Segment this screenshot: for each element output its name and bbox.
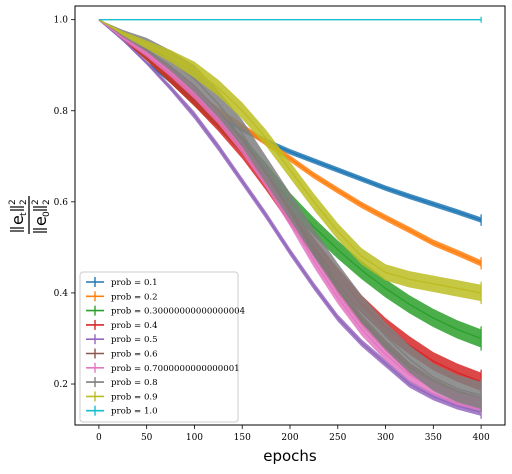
legend-item: prob = 0.4: [86, 319, 158, 331]
legend-item: prob = 0.5: [86, 334, 158, 345]
y-tick-label: 0.2: [54, 380, 68, 390]
x-tick-label: 400: [473, 433, 490, 443]
x-axis-label: epochs: [263, 447, 317, 465]
series-line: [98, 19, 482, 413]
legend-item: prob = 0.7000000000000001: [86, 362, 240, 374]
x-tick-label: 100: [186, 433, 203, 443]
series-band: [98, 19, 482, 410]
legend-item: prob = 1.0: [86, 405, 158, 417]
x-tick-label: 0: [96, 433, 102, 443]
legend-item: prob = 0.9: [86, 391, 158, 402]
x-tick-label: 300: [377, 433, 394, 443]
x-tick-label: 50: [141, 433, 153, 443]
x-tick-label: 350: [425, 433, 442, 443]
ylabel-num-sup: 2: [8, 199, 18, 205]
ylabel-den-base: e: [31, 216, 50, 226]
ylabel-den-sup: 2: [31, 199, 41, 205]
legend-label: prob = 0.4: [111, 321, 158, 331]
ylabel-num-subnorm: 2: [19, 199, 29, 205]
y-tick-label: 0.4: [54, 289, 69, 299]
ylabel-den-sub: 0: [42, 211, 52, 217]
x-tick-label: 200: [281, 433, 298, 443]
legend-item: prob = 0.2: [86, 291, 158, 302]
legend-box: [79, 271, 239, 423]
series-band: [98, 19, 482, 416]
legend-label: prob = 0.1: [111, 278, 158, 288]
legend-label: prob = 0.5: [111, 335, 158, 345]
series-9: [98, 19, 482, 305]
legend-label: prob = 0.8: [111, 378, 158, 388]
ylabel-den-subnorm: 2: [42, 199, 52, 205]
series-line: [98, 19, 482, 294]
legend-label: prob = 0.6: [111, 350, 158, 360]
legend-item: prob = 0.8: [86, 377, 158, 388]
legend-label: prob = 0.30000000000000004: [111, 307, 246, 317]
legend-label: prob = 0.7000000000000001: [111, 364, 240, 374]
legend-label: prob = 0.9: [111, 392, 158, 402]
legend-label: prob = 1.0: [111, 407, 158, 417]
x-tick-label: 250: [329, 433, 346, 443]
ylabel-num-base: e: [8, 215, 27, 225]
y-tick-label: 0.6: [54, 198, 69, 208]
legend: prob = 0.1 prob = 0.2 prob = 0.30000000000…: [79, 271, 246, 423]
y-axis: 0.2 0.4 0.6 0.8 1.0: [54, 16, 75, 390]
series-layer: [98, 16, 482, 419]
legend-label: prob = 0.2: [111, 292, 158, 302]
series-10: [98, 16, 482, 23]
legend-item: prob = 0.30000000000000004: [86, 305, 246, 317]
y-tick-label: 1.0: [54, 16, 69, 26]
legend-item: prob = 0.6: [86, 348, 158, 360]
y-tick-label: 0.8: [54, 107, 69, 117]
legend-item: prob = 0.1: [86, 277, 158, 288]
x-tick-label: 150: [234, 433, 251, 443]
ylabel-num-sub: t: [19, 212, 29, 216]
x-axis: 0 50 100 150 200 250 300 350 400: [96, 425, 490, 443]
